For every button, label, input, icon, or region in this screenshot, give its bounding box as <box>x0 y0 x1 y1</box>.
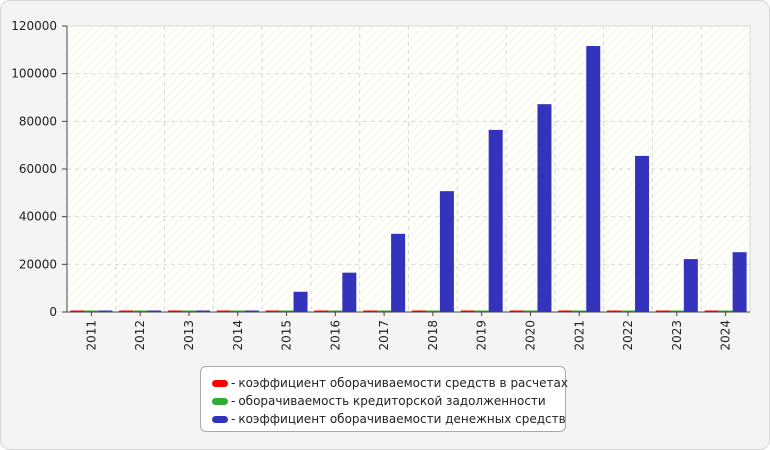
x-tick-label: 2012 <box>133 320 147 351</box>
legend-swatch-red <box>212 379 228 387</box>
bar <box>558 310 573 312</box>
legend-label: коэффициент оборачиваемости денежных сре… <box>238 412 566 426</box>
x-tick-label: 2023 <box>670 320 684 351</box>
bar <box>704 310 719 312</box>
legend-separator: - <box>231 394 236 408</box>
legend-label: коэффициент оборачиваемости средств в ра… <box>238 376 568 390</box>
legend-separator: - <box>231 412 236 426</box>
y-tick-label: 100000 <box>11 67 57 81</box>
bar <box>732 252 747 312</box>
legend: - коэффициент оборачиваемости средств в … <box>200 366 568 432</box>
bar <box>488 129 503 312</box>
y-tick-labels: 0 20000 40000 60000 80000 100000 120000 <box>11 19 57 319</box>
legend-swatch-green <box>212 397 228 405</box>
y-tick-label: 0 <box>49 305 57 319</box>
legend-separator: - <box>231 376 236 390</box>
bar <box>635 155 650 312</box>
bar <box>279 310 294 312</box>
legend-item: - коэффициент оборачиваемости денежных с… <box>212 410 566 428</box>
x-tick-labels: 2011 2012 2013 2014 2015 2016 2017 2018 2019 2020… <box>84 320 732 351</box>
legend-item: - оборачиваемость кредиторской задолженн… <box>212 392 565 410</box>
bar <box>328 310 343 312</box>
y-tick-label: 20000 <box>19 257 57 271</box>
bar <box>621 310 636 312</box>
bar <box>391 233 406 312</box>
bar <box>216 310 231 312</box>
x-tick-label: 2022 <box>621 320 635 351</box>
bar <box>683 259 698 312</box>
bar <box>244 310 259 312</box>
bar <box>474 310 489 312</box>
bar <box>572 310 587 312</box>
bar <box>147 310 162 312</box>
bar <box>655 310 670 312</box>
bar <box>718 310 733 312</box>
bar <box>509 310 524 312</box>
bar <box>460 310 475 312</box>
y-tick-label: 60000 <box>19 162 57 176</box>
x-tick-label: 2020 <box>523 320 537 351</box>
y-tick-label: 120000 <box>11 19 57 33</box>
bar <box>607 310 622 312</box>
x-tick-label: 2014 <box>231 320 245 351</box>
bar <box>84 310 99 312</box>
axes <box>62 25 750 316</box>
x-tick-label: 2018 <box>426 320 440 351</box>
bar <box>230 310 245 312</box>
x-tick-label: 2017 <box>377 320 391 351</box>
bar <box>342 272 357 312</box>
bar <box>293 291 308 312</box>
bar <box>411 310 426 312</box>
x-tick-label: 2011 <box>84 320 98 351</box>
bar <box>167 310 182 312</box>
bar <box>537 104 552 312</box>
bar <box>425 310 440 312</box>
legend-swatch-blue <box>212 415 228 423</box>
legend-item: - коэффициент оборачиваемости средств в … <box>212 374 568 392</box>
bar <box>586 46 601 313</box>
x-tick-label: 2019 <box>475 320 489 351</box>
legend-label: оборачиваемость кредиторской задолженнос… <box>238 394 546 408</box>
x-tick-label: 2024 <box>719 320 733 351</box>
bar <box>377 310 392 312</box>
bar <box>265 310 280 312</box>
bar <box>181 310 196 312</box>
bar <box>70 310 85 312</box>
bar <box>314 310 329 312</box>
bar <box>523 310 538 312</box>
bar <box>439 191 454 312</box>
bar <box>669 310 684 312</box>
x-tick-label: 2013 <box>182 320 196 351</box>
bar <box>98 310 113 312</box>
x-tick-label: 2015 <box>280 320 294 351</box>
bar <box>119 310 134 312</box>
y-tick-label: 40000 <box>19 210 57 224</box>
bar <box>195 310 210 312</box>
bars <box>70 46 747 313</box>
y-tick-label: 80000 <box>19 114 57 128</box>
bar <box>363 310 378 312</box>
x-tick-label: 2021 <box>572 320 586 351</box>
x-tick-label: 2016 <box>328 320 342 351</box>
bar <box>133 310 148 312</box>
